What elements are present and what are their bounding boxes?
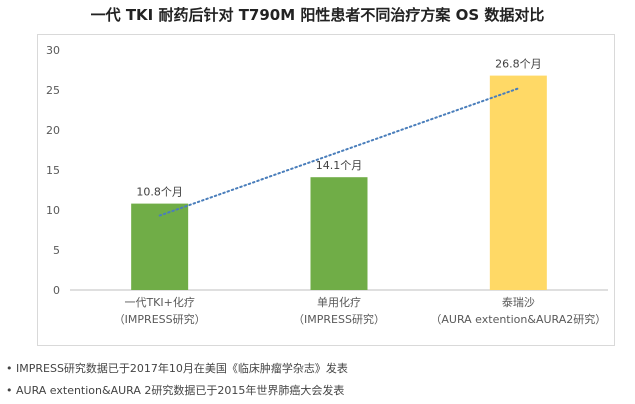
x-tick-label: （IMPRESS研究） [293, 312, 385, 326]
x-tick-label: 泰瑞沙 [502, 295, 535, 309]
footnote-1: • IMPRESS研究数据已于2017年10月在美国《临床肿瘤学杂志》发表 [6, 360, 348, 376]
chart-title: 一代 TKI 耐药后针对 T790M 阳性患者不同治疗方案 OS 数据对比 [90, 6, 545, 24]
y-tick-label: 10 [46, 204, 60, 217]
y-tick-label: 20 [46, 124, 60, 137]
footnote-2-text: AURA extention&AURA 2研究数据已于2015年世界肺癌大会发表 [16, 384, 345, 397]
footnote-2: • AURA extention&AURA 2研究数据已于2015年世界肺癌大会发… [6, 382, 344, 398]
x-tick-label: 单用化疗 [317, 295, 361, 309]
y-tick-label: 30 [46, 44, 60, 57]
bar [131, 203, 189, 290]
trendline [158, 87, 520, 217]
x-tick-label: （IMPRESS研究） [114, 312, 206, 326]
x-tick-label: 一代TKI+化疗 [124, 295, 194, 309]
bullet-icon: • [6, 362, 13, 375]
data-label: 14.1个月 [316, 159, 363, 172]
data-label: 26.8个月 [495, 58, 542, 71]
y-tick-label: 25 [46, 84, 60, 97]
bar [489, 75, 547, 290]
data-label: 10.8个月 [136, 186, 183, 199]
y-tick-label: 5 [53, 244, 60, 257]
x-tick-label: （AURA extention&AURA2研究） [430, 312, 606, 326]
bullet-icon: • [6, 384, 13, 397]
y-tick-label: 0 [53, 284, 60, 297]
bar [310, 177, 368, 290]
y-tick-label: 15 [46, 164, 60, 177]
footnote-1-text: IMPRESS研究数据已于2017年10月在美国《临床肿瘤学杂志》发表 [16, 362, 348, 375]
